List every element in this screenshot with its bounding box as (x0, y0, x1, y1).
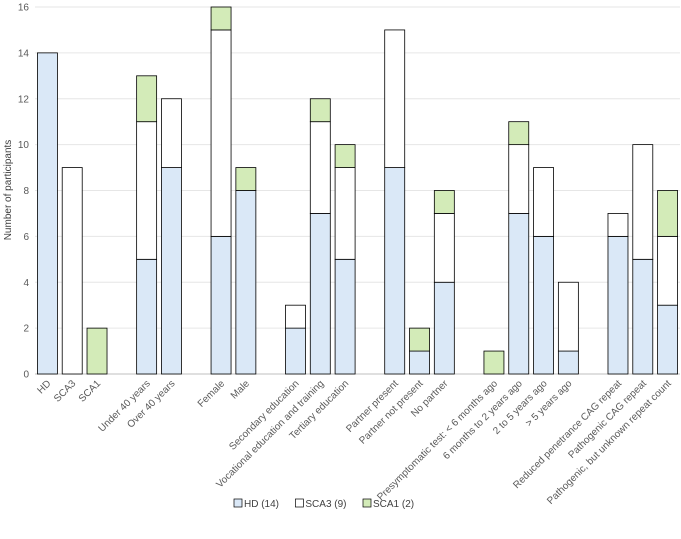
y-axis-title: Number of participants (3, 140, 14, 241)
bar-segment-sca3 (533, 167, 554, 237)
x-tick-label: Male (229, 378, 252, 401)
bar-segment-hd (632, 258, 654, 375)
bar-segment-sca3 (657, 235, 678, 306)
bar-segment-hd (161, 167, 182, 375)
bar-segment-sca1 (309, 98, 331, 123)
x-tick-label: Female (196, 378, 228, 410)
bar-segment-hd (285, 327, 306, 375)
bar-segment-sca1 (86, 327, 108, 375)
y-tick-label: 2 (23, 324, 29, 335)
bar-segment-sca3 (334, 167, 356, 260)
y-tick-label: 4 (23, 278, 29, 289)
legend-label: SCA3 (9) (305, 499, 346, 510)
bar-segment-sca1 (210, 6, 232, 31)
bar-segment-sca3 (210, 29, 232, 237)
bar-segment-hd (508, 213, 530, 375)
legend-swatch (233, 498, 243, 508)
bar-segment-sca3 (136, 121, 158, 260)
bar-segment-sca3 (285, 304, 306, 329)
bar-segment-sca1 (409, 327, 430, 352)
bar-segment-sca1 (483, 350, 505, 375)
y-tick-label: 14 (18, 48, 30, 59)
bar-segment-hd (409, 350, 430, 375)
bar-segment-hd (309, 213, 331, 375)
bar-segment-hd (433, 281, 455, 375)
bar-segment-hd (533, 235, 554, 375)
bar-segment-sca3 (309, 121, 331, 214)
bar-segment-sca1 (433, 190, 455, 214)
bar-segment-hd (334, 258, 356, 375)
bar-segment-sca1 (508, 121, 530, 146)
x-tick-label: SCA3 (52, 378, 79, 405)
bar-segment-hd (607, 235, 629, 375)
y-tick-label: 8 (23, 186, 29, 197)
bar-segment-hd (384, 167, 406, 375)
bar-segment-hd (37, 52, 58, 375)
bar-segment-sca3 (557, 281, 579, 352)
bar-segment-sca1 (334, 144, 356, 168)
legend-label: SCA1 (2) (373, 499, 414, 510)
bar-segment-sca1 (235, 167, 257, 191)
bar-segment-hd (235, 190, 257, 375)
bar-segment-sca3 (161, 98, 182, 168)
bar-segment-sca3 (61, 167, 83, 375)
y-tick-label: 6 (23, 232, 29, 243)
x-tick-label: HD (36, 378, 54, 396)
bar-segment-sca3 (607, 213, 629, 237)
bar-segment-sca3 (632, 144, 654, 260)
x-tick-label: SCA1 (77, 378, 104, 405)
bar-segment-hd (657, 304, 678, 375)
legend-label: HD (14) (244, 499, 279, 510)
bar-segment-hd (557, 350, 579, 375)
bar-segment-hd (210, 235, 232, 375)
bar-segment-sca3 (433, 213, 455, 283)
y-tick-label: 16 (18, 3, 30, 14)
y-tick-label: 0 (23, 370, 29, 381)
bar-segment-sca3 (508, 144, 530, 214)
bar-segment-sca1 (657, 190, 678, 237)
legend-swatch (362, 498, 372, 508)
bar-segment-sca3 (384, 29, 406, 168)
legend-swatch (295, 498, 304, 508)
bar-segment-hd (136, 258, 158, 375)
y-tick-label: 10 (18, 140, 30, 151)
bar-segment-sca1 (136, 75, 158, 123)
y-tick-label: 12 (18, 94, 30, 105)
